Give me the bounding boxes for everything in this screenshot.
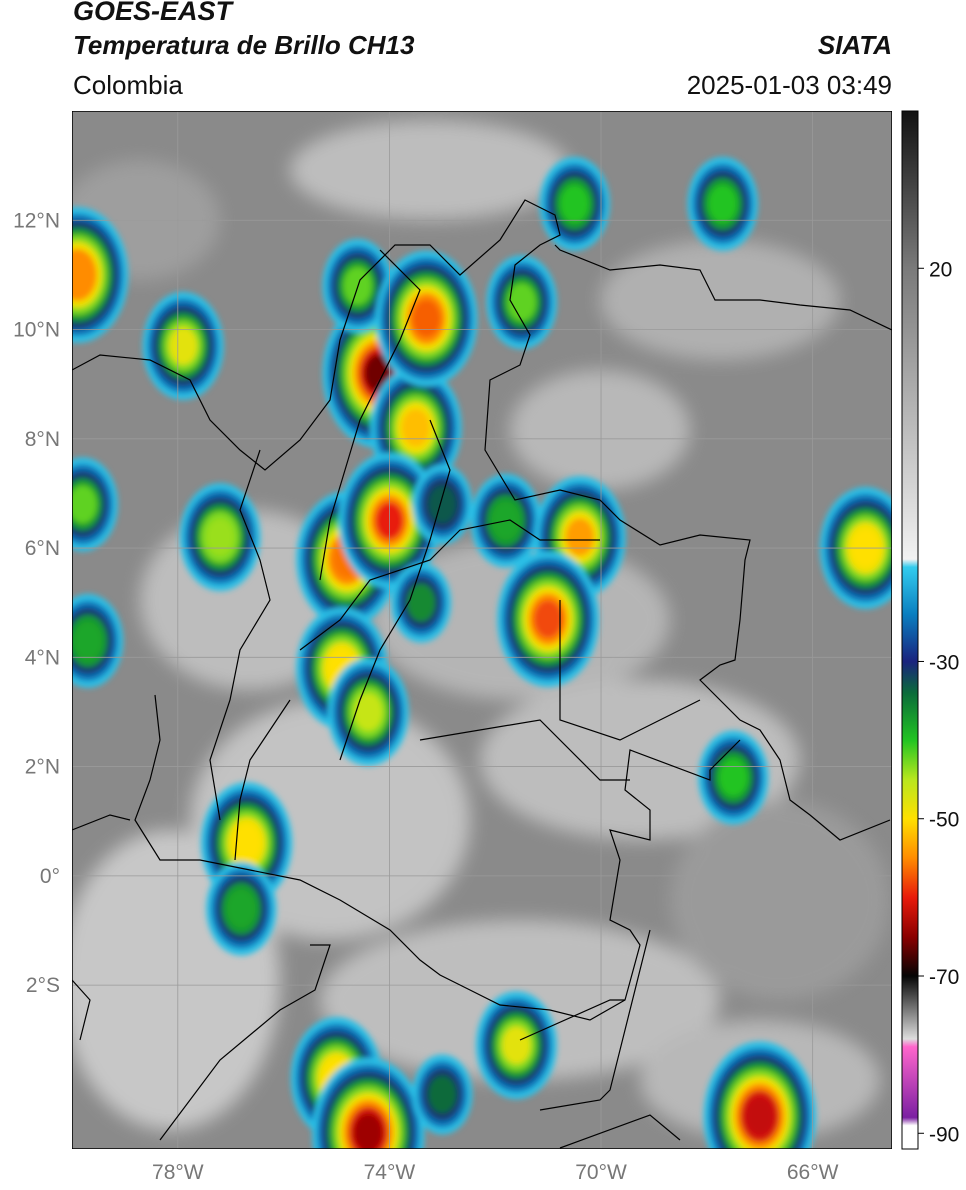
satellite-title: GOES-EAST [73,0,233,26]
product-title: Temperatura de Brillo CH13 [73,30,415,60]
colorbar-ticks: 20 -30 -50 -70 -90 [918,258,959,1146]
storm-cell-ring [72,255,92,294]
storm-cell [412,1054,473,1135]
storm-cell-ring [205,518,235,557]
storm-cell [497,551,600,688]
lat-tick-label: 12°N [13,209,60,232]
storm-cell [72,593,124,688]
longitude-labels: 78°W 74°W 70°W 66°W [152,1161,839,1184]
storm-cell [72,206,129,343]
storm-cell-ring [708,184,737,223]
storm-cell-ring [507,283,536,322]
storm-cell-ring [227,889,256,928]
storm-cell-ring [401,408,431,447]
storm-cell [142,291,224,400]
colorbar: 20 -30 -50 -70 -90 [901,110,959,1150]
map-panel [72,111,892,1149]
lat-tick-label: 2°N [25,756,60,779]
storm-cell-ring [354,692,383,731]
lat-tick-label: 6°N [25,537,60,560]
storm-cell [412,464,473,545]
storm-cell-ring [560,184,589,223]
storm-cell-ring [502,1026,531,1065]
lat-tick-label: 8°N [25,428,60,451]
lon-tick-label: 66°W [787,1161,839,1184]
lon-tick-label: 74°W [364,1161,416,1184]
lat-tick-label: 4°N [25,646,60,669]
colorbar-tick-label: 20 [929,258,952,281]
storm-cell [475,991,557,1100]
storm-cell-ring [533,600,563,639]
storm-cell-ring [168,326,198,365]
lat-tick-label: 0° [40,865,60,888]
lat-tick-label: 10°N [13,319,60,342]
storm-cell [539,156,610,251]
storm-cell [327,657,409,766]
colorbar-scale [901,110,919,1150]
storm-cell [312,1057,425,1149]
colorbar-tick-label: -90 [929,1123,959,1146]
storm-cell [72,457,118,552]
agency-label: SIATA [817,30,892,60]
storm-cell [703,1041,816,1149]
storm-cell-ring [428,1075,457,1114]
storm-cell [179,483,261,592]
storm-cell [687,156,758,251]
colorbar-tick-label: -70 [929,966,959,989]
graticule [72,111,892,1149]
political-borders [72,199,892,1149]
storm-cell [391,562,452,643]
lat-tick-label: 2°S [26,974,60,997]
storm-cell-ring [428,485,457,524]
region-label: Colombia [73,70,183,100]
storm-cell-ring [719,758,748,797]
storm-cell-ring [73,621,103,660]
storm-cell-ring [745,1097,774,1136]
lon-tick-label: 78°W [152,1161,204,1184]
storm-cell [698,730,769,825]
timestamp-label: 2025-01-03 03:49 [686,70,892,100]
storm-cell-ring [354,1113,383,1149]
storm-cell [486,255,557,350]
storm-cells-layer [72,156,892,1149]
storm-cell [206,861,277,956]
storm-cell [375,250,478,387]
latitude-labels: 12°N 10°N 8°N 6°N 4°N 2°N 0° 2°S [13,209,60,997]
colorbar-tick-label: -50 [929,809,959,832]
storm-cell-ring [232,824,261,863]
storm-cell-ring [72,485,97,524]
storm-cell-ring [565,518,595,557]
colorbar-tick-label: -30 [929,651,959,674]
storm-cell-ring [412,299,441,338]
lon-tick-label: 70°W [575,1161,627,1184]
storm-cell-ring [406,583,436,622]
